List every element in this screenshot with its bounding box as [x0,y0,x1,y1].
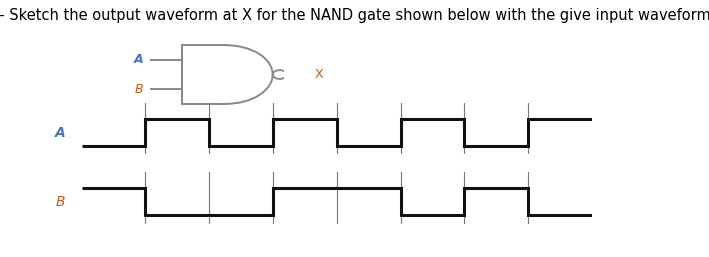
Text: B: B [56,195,65,209]
Text: A: A [133,53,143,66]
Text: B: B [135,83,143,96]
Text: A: A [55,126,65,140]
Text: 5- Sketch the output waveform at X for the NAND gate shown below with the give i: 5- Sketch the output waveform at X for t… [0,8,709,23]
Text: X: X [315,68,323,81]
